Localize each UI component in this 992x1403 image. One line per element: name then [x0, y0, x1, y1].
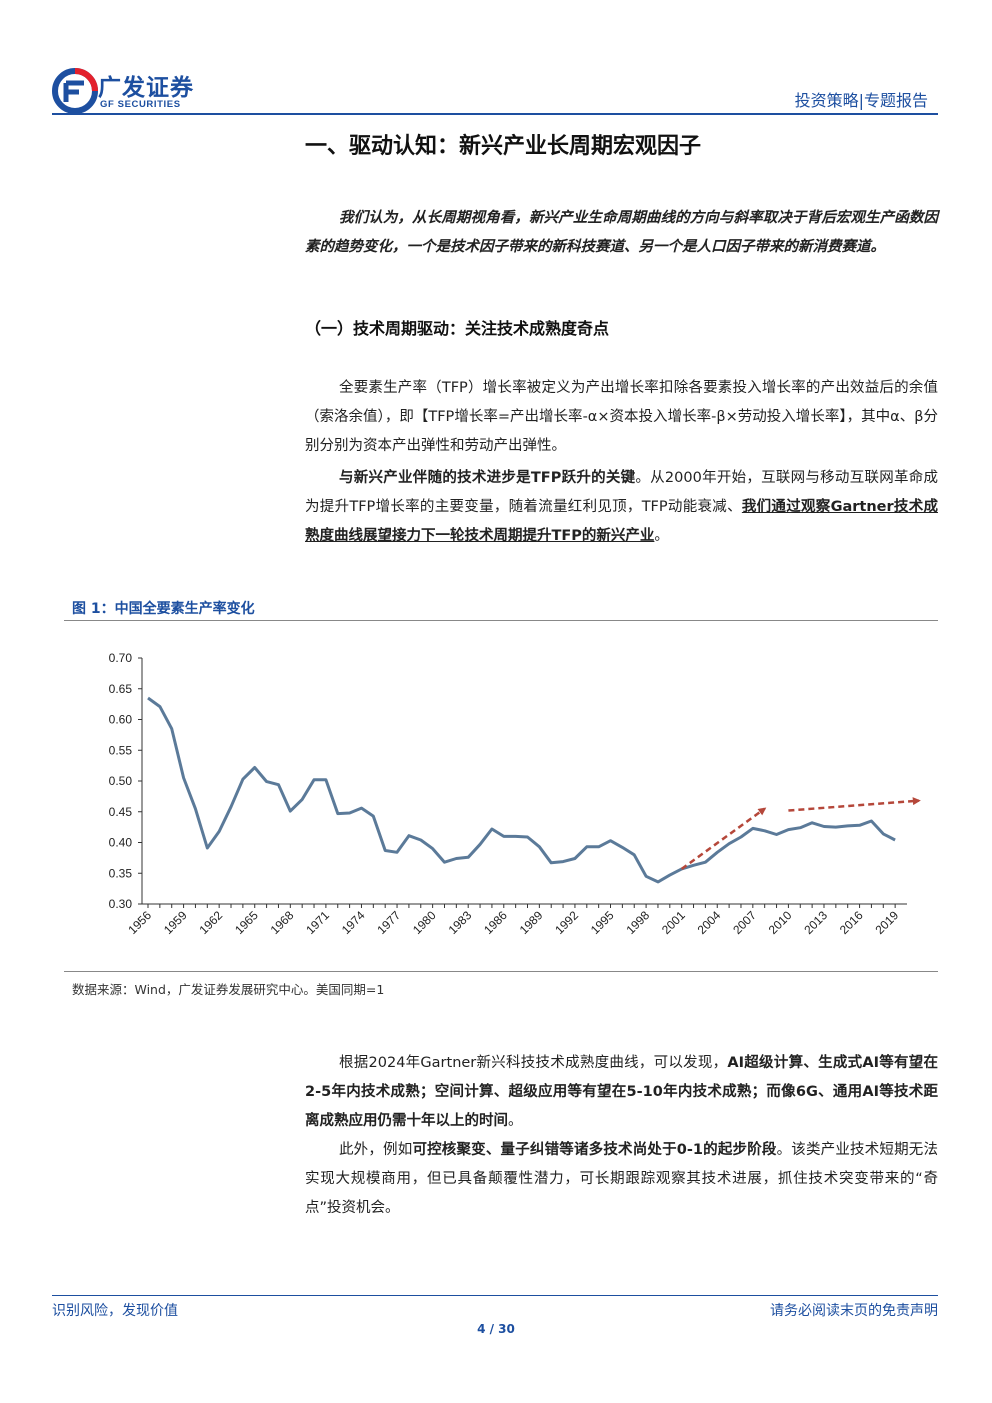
footer-divider [52, 1295, 938, 1296]
x-tick-label: 1962 [196, 908, 225, 937]
x-tick-label: 1989 [517, 908, 546, 937]
y-tick-label: 0.60 [109, 713, 133, 727]
para3-bold: AI超级计算、生成式AI等有望在2-5年内技术成熟；空间计算、超级应用等有望在5… [305, 1055, 939, 1129]
tfp-line-chart: 0.70 0.65 0.60 0.55 0.50 0.45 0.40 0.35 0.301956… [109, 651, 921, 937]
gartner-paragraph: 根据2024年Gartner新兴科技技术成熟度曲线，可以发现，AI超级计算、生成… [305, 1049, 938, 1136]
y-tick-label: 0.40 [109, 836, 133, 850]
footer-disclaimer-note: 请务必阅读末页的免责声明 [770, 1303, 938, 1319]
logo-chinese-name: 广发证券 [98, 75, 194, 101]
y-tick-label: 0.35 [109, 866, 133, 880]
x-tick-label: 1968 [268, 908, 297, 937]
x-tick-label: 2019 [872, 908, 901, 937]
x-tick-label: 1980 [410, 908, 439, 937]
para2-bold-lead: 与新兴产业伴随的技术进步是TFP跃升的关键 [339, 470, 636, 486]
x-tick-label: 1995 [588, 908, 617, 937]
tfp-series-line [147, 696, 896, 884]
subsection-title: （一）技术周期驱动：关注技术成熟度奇点 [305, 319, 610, 338]
gf-logo-mark-icon [52, 68, 98, 114]
para2-text: 。从2000年开始，互联网与移动互联网革命成为提升TFP增长率的主要变量，随着流… [305, 470, 938, 515]
gf-logo: 广发证券 GF SECURITIES [52, 66, 212, 114]
frontier-tech-paragraph: 此外，例如可控核聚变、量子纠错等诸多技术尚处于0-1的起步阶段。该类产业技术短期… [305, 1136, 938, 1223]
y-tick-label: 0.65 [109, 682, 133, 696]
chart-series [147, 696, 896, 884]
y-tick-label: 0.50 [109, 774, 133, 788]
para3-tail: 。 [508, 1113, 523, 1129]
report-category: 投资策略|专题报告 [794, 91, 928, 110]
page-number: 4 / 30 [477, 1322, 515, 1336]
x-tick-label: 1983 [446, 908, 475, 937]
logo-english-name: GF SECURITIES [100, 99, 181, 110]
header-divider [52, 113, 938, 115]
x-tick-label: 1971 [303, 908, 332, 937]
figure-bottom-rule [64, 971, 938, 972]
section-title: 一、驱动认知：新兴产业长周期宏观因子 [305, 133, 702, 159]
x-tick-label: 1959 [161, 908, 190, 937]
y-tick-label: 0.30 [109, 897, 133, 911]
x-tick-label: 1977 [374, 908, 403, 937]
para3-lead: 根据2024年Gartner新兴科技技术成熟度曲线，可以发现， [339, 1055, 728, 1071]
chart-annotations [680, 797, 921, 870]
x-tick-label: 2010 [766, 908, 795, 937]
chart-axes: 0.70 0.65 0.60 0.55 0.50 0.45 0.40 0.35 0.301956… [109, 651, 907, 937]
figure-caption: 图 1：中国全要素生产率变化 [72, 601, 255, 617]
x-tick-label: 2001 [659, 908, 688, 937]
figure-source: 数据来源：Wind，广发证券发展研究中心。美国同期=1 [72, 982, 385, 997]
x-tick-label: 2016 [837, 908, 866, 937]
x-tick-label: 2007 [730, 908, 759, 937]
para2-emphasis: 我们通过观察Gartner技术成熟度曲线展望接力下一轮技术周期提升TFP的新兴产… [305, 499, 938, 544]
x-tick-label: 1986 [481, 908, 510, 937]
para4-lead: 此外，例如 [339, 1142, 413, 1158]
x-tick-label: 1974 [339, 908, 368, 937]
x-tick-label: 1956 [125, 908, 154, 937]
footer-slogan: 识别风险，发现价值 [52, 1303, 178, 1319]
para2-tail: 。 [654, 528, 669, 544]
x-tick-label: 2013 [801, 908, 830, 937]
para4-bold: 可控核聚变、量子纠错等诸多技术尚处于0-1的起步阶段 [412, 1142, 777, 1158]
tfp-definition-paragraph: 全要素生产率（TFP）增长率被定义为产出增长率扣除各要素投入增长率的产出效益后的… [305, 380, 938, 454]
y-tick-label: 0.55 [109, 743, 133, 757]
x-tick-label: 1965 [232, 908, 261, 937]
y-tick-label: 0.70 [109, 651, 133, 665]
para4-tail: 。该类产业技术短期无法实现大规模商用，但已具备颠覆性潜力，可长期跟踪观察其技术进… [305, 1142, 938, 1216]
x-tick-label: 1998 [623, 908, 652, 937]
trend-arrow [788, 797, 921, 812]
trend-arrow [680, 807, 767, 870]
x-tick-label: 2004 [695, 908, 724, 937]
figure-top-rule [64, 620, 938, 621]
tfp-key-paragraph: 与新兴产业伴随的技术进步是TFP跃升的关键。从2000年开始，互联网与移动互联网… [305, 464, 938, 551]
x-tick-label: 1992 [552, 908, 581, 937]
y-tick-label: 0.45 [109, 805, 133, 819]
intro-paragraph: 我们认为，从长周期视角看，新兴产业生命周期曲线的方向与斜率取决于背后宏观生产函数… [305, 209, 938, 255]
